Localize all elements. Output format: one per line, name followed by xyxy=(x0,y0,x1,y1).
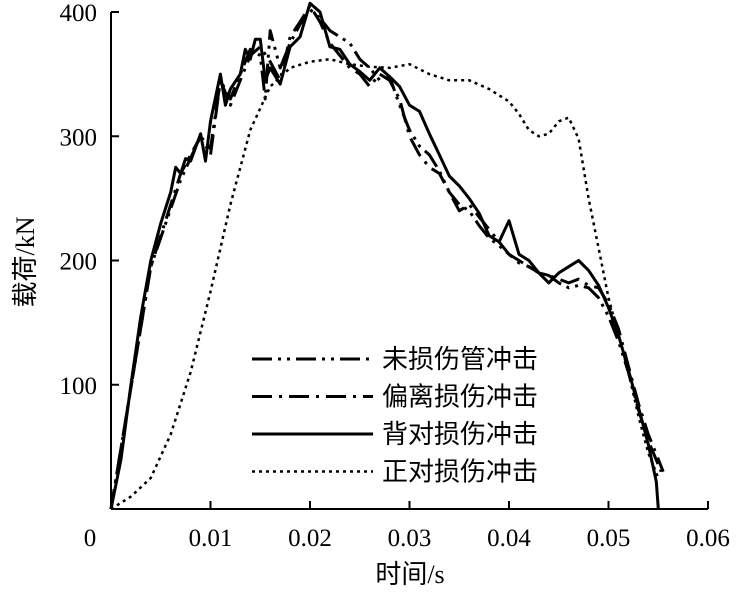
series-line-2 xyxy=(109,1,660,510)
y-tick-label: 100 xyxy=(60,373,98,400)
y-axis-ticks: 100 200 300 400 xyxy=(60,0,119,400)
legend-label-0: 未损伤管冲击 xyxy=(382,345,538,374)
y-axis-title: 载荷/kN xyxy=(11,216,40,307)
y-tick-label: 200 xyxy=(60,249,98,276)
x-tick-label: 0.04 xyxy=(487,525,531,552)
x-tick-label: 0 xyxy=(84,525,97,552)
legend-label-1: 偏离损伤冲击 xyxy=(382,383,538,412)
y-tick-label: 400 xyxy=(60,0,98,27)
legend-label-2: 背对损伤冲击 xyxy=(382,420,538,449)
x-axis-title: 时间/s xyxy=(375,560,444,589)
x-tick-label: 0.06 xyxy=(686,525,730,552)
x-tick-label: 0.03 xyxy=(388,525,432,552)
series-group xyxy=(109,1,665,511)
x-axis-ticks: 0 0.01 0.02 0.03 0.04 0.05 0.06 xyxy=(84,501,730,552)
series-line-1 xyxy=(109,4,665,510)
legend-label-3: 正对损伤冲击 xyxy=(382,458,538,487)
x-tick-label: 0.02 xyxy=(288,525,332,552)
x-tick-label: 0.01 xyxy=(189,525,233,552)
y-tick-label: 300 xyxy=(60,124,98,151)
x-tick-label: 0.05 xyxy=(587,525,631,552)
series-line-0 xyxy=(109,8,663,510)
